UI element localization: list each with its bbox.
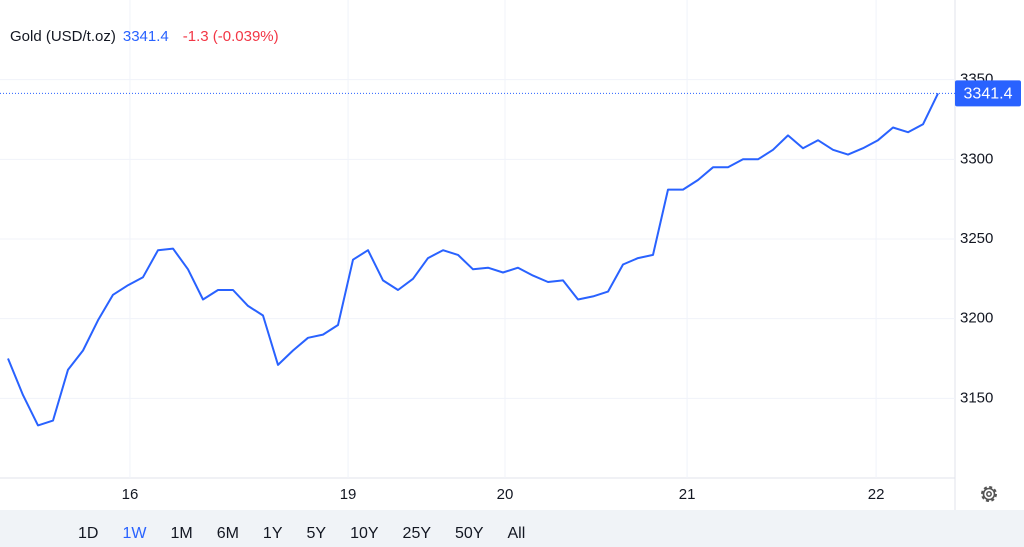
range-button[interactable]: 50Y [455, 525, 484, 542]
range-bar [0, 510, 1024, 547]
x-tick-label: 21 [679, 486, 696, 503]
range-button[interactable]: 10Y [350, 525, 379, 542]
range-button[interactable]: 1M [170, 525, 192, 542]
header-change: -1.3 (-0.039%) [183, 28, 279, 45]
range-button[interactable]: 25Y [403, 525, 432, 542]
settings-icon[interactable] [981, 486, 997, 502]
chart-title: Gold (USD/t.oz) [10, 28, 116, 45]
y-tick-label: 3250 [960, 230, 993, 247]
range-button[interactable]: 5Y [307, 525, 327, 542]
range-button[interactable]: 1D [78, 525, 98, 542]
y-tick-label: 3200 [960, 310, 993, 327]
header-price: 3341.4 [123, 28, 169, 45]
price-badge-label: 3341.4 [964, 86, 1013, 103]
x-tick-label: 19 [340, 486, 357, 503]
x-tick-label: 16 [122, 486, 139, 503]
range-button[interactable]: 6M [217, 525, 239, 542]
range-button[interactable]: All [507, 525, 525, 542]
y-tick-label: 3300 [960, 150, 993, 167]
range-button[interactable]: 1Y [263, 525, 283, 542]
y-tick-label: 3150 [960, 389, 993, 406]
x-tick-label: 22 [868, 486, 885, 503]
price-line [7, 92, 939, 427]
price-badge [955, 80, 1021, 107]
range-button[interactable]: 1W [122, 525, 147, 542]
x-tick-label: 20 [497, 486, 514, 503]
